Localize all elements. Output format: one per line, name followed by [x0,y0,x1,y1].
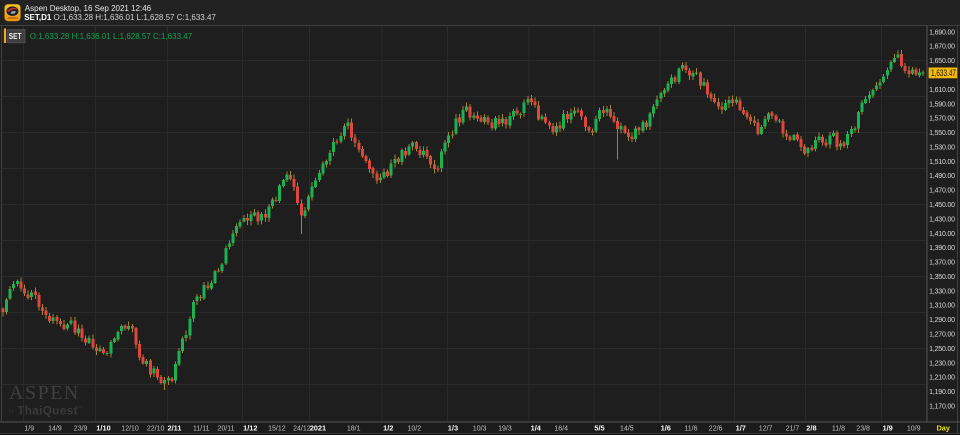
svg-text:1/7: 1/7 [736,423,746,432]
svg-text:11/6: 11/6 [684,425,697,432]
svg-text:1,610.00: 1,610.00 [929,87,955,94]
svg-text:1,370.00: 1,370.00 [929,260,955,267]
svg-text:ASPEN: ASPEN [9,382,80,404]
svg-text:11/8: 11/8 [832,425,845,432]
svg-text:ThaiQuest: ThaiQuest [17,404,78,417]
svg-text:1/9: 1/9 [24,425,34,432]
svg-text:O:1,633.28 H:1,636.01 L:1,628.: O:1,633.28 H:1,636.01 L:1,628.57 C:1,633… [54,13,217,22]
svg-text:1,570.00: 1,570.00 [929,116,955,123]
svg-text:1,310.00: 1,310.00 [929,303,955,310]
svg-text:23/8: 23/8 [856,425,870,432]
svg-text:1,230.00: 1,230.00 [929,360,955,367]
svg-text:14/5: 14/5 [620,425,634,432]
svg-text:by: by [9,408,16,414]
svg-text:1,430.00: 1,430.00 [929,216,955,223]
svg-text:10/2: 10/2 [408,425,422,432]
svg-text:10/3: 10/3 [473,425,487,432]
svg-text:1,470.00: 1,470.00 [929,188,955,195]
svg-text:5/5: 5/5 [594,423,604,432]
svg-text:1,530.00: 1,530.00 [929,144,955,151]
svg-text:12/7: 12/7 [759,425,773,432]
svg-text:22/6: 22/6 [709,425,723,432]
svg-text:Day: Day [937,424,951,433]
svg-text:18/1: 18/1 [347,425,361,432]
svg-text:22/10: 22/10 [147,425,165,432]
svg-text:1/10: 1/10 [96,423,110,432]
svg-text:1,690.00: 1,690.00 [929,29,955,36]
svg-text:12/10: 12/10 [121,425,139,432]
svg-text:1,290.00: 1,290.00 [929,317,955,324]
svg-text:1,590.00: 1,590.00 [929,101,955,108]
svg-text:2/11: 2/11 [168,423,182,432]
svg-text:11/11: 11/11 [193,425,210,432]
svg-text:1,350.00: 1,350.00 [929,274,955,281]
svg-text:21/7: 21/7 [786,425,800,432]
svg-text:1,550.00: 1,550.00 [929,130,955,137]
svg-text:23/9: 23/9 [74,425,88,432]
svg-text:2/8: 2/8 [806,423,816,432]
svg-text:1/6: 1/6 [661,423,671,432]
svg-text:1/12: 1/12 [243,423,257,432]
svg-text:10/9: 10/9 [907,425,921,432]
svg-text:15/12: 15/12 [268,425,286,432]
svg-text:SET: SET [9,31,22,41]
svg-text:SET,D1: SET,D1 [24,13,52,22]
svg-text:TM: TM [76,405,82,410]
svg-text:1,490.00: 1,490.00 [929,173,955,180]
svg-text:1,170.00: 1,170.00 [929,404,955,411]
svg-text:1,190.00: 1,190.00 [929,389,955,396]
svg-text:1,250.00: 1,250.00 [929,346,955,353]
svg-text:24/12: 24/12 [293,425,311,432]
svg-text:1,633.47: 1,633.47 [931,68,956,78]
svg-text:20/11: 20/11 [218,425,235,432]
svg-text:1,330.00: 1,330.00 [929,288,955,295]
svg-text:19/3: 19/3 [498,425,512,432]
svg-text:O:1,633.28 H:1,636.01 L:1,628.: O:1,633.28 H:1,636.01 L:1,628.57 C:1,633… [30,32,193,41]
svg-text:1,650.00: 1,650.00 [929,58,955,65]
svg-text:1,210.00: 1,210.00 [929,375,955,382]
svg-text:ASPEN: ASPEN [7,16,17,20]
svg-text:1,410.00: 1,410.00 [929,231,955,238]
svg-text:1,390.00: 1,390.00 [929,245,955,252]
svg-text:Aspen Desktop, 16 Sep 2021 12:: Aspen Desktop, 16 Sep 2021 12:46 [25,4,152,13]
svg-text:2021: 2021 [310,423,326,432]
svg-text:1/3: 1/3 [448,423,458,432]
svg-text:1,450.00: 1,450.00 [929,202,955,209]
svg-text:1/4: 1/4 [531,423,542,432]
svg-text:1,510.00: 1,510.00 [929,159,955,166]
svg-text:1,670.00: 1,670.00 [929,44,955,51]
svg-text:14/9: 14/9 [48,425,62,432]
svg-text:1/9: 1/9 [883,423,893,432]
svg-text:1/2: 1/2 [383,423,393,432]
svg-text:1,270.00: 1,270.00 [929,332,955,339]
svg-text:16/4: 16/4 [554,425,568,432]
